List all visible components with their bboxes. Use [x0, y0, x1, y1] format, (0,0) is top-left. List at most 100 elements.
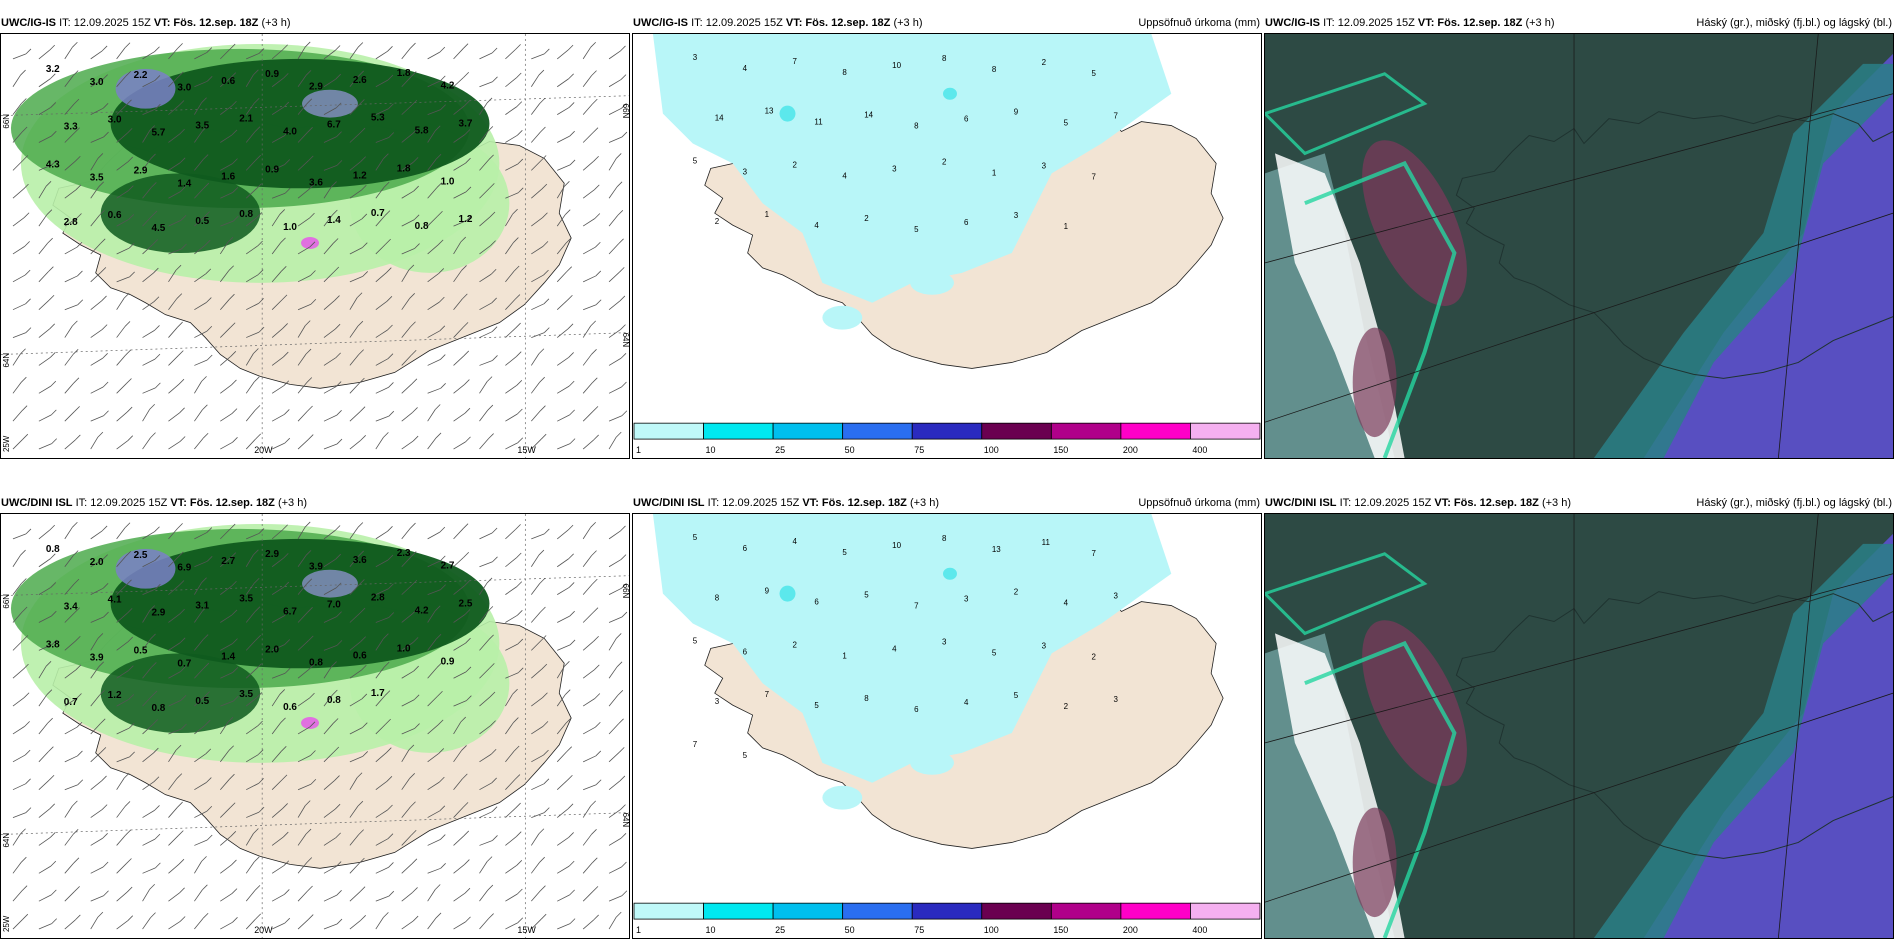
wind-barb-shaft [297, 755, 311, 763]
wind-barb-shaft [453, 270, 462, 283]
value-label: 0.9 [265, 69, 279, 80]
wind-barb-shaft [90, 809, 103, 818]
wind-barb-shaft [582, 46, 592, 60]
wind-barb-shaft [582, 354, 592, 366]
wind-barb-shaft [194, 667, 205, 679]
wind-barb [453, 580, 470, 595]
wind-barb-flag [440, 383, 446, 389]
lead-label: (+3 h) [909, 497, 940, 509]
wind-barb-flag [591, 550, 597, 556]
wind-barb-flag [383, 153, 389, 159]
wind-barb-shaft [38, 357, 51, 366]
wind-barb-flag [257, 269, 264, 275]
wind-barb-shaft [453, 750, 462, 763]
value-label: 5.3 [371, 113, 385, 124]
wind-barb [116, 751, 135, 763]
wind-barb-flag [439, 325, 446, 332]
wind-barb-shaft [12, 583, 22, 595]
wind-barb [531, 48, 550, 60]
wind-barb-shaft [349, 669, 362, 679]
wind-barb [220, 773, 235, 790]
wind-barb-flag [615, 911, 622, 918]
wind-barb-shaft [246, 811, 260, 818]
wind-barb-shaft [401, 412, 413, 422]
wind-barb-shaft [168, 133, 180, 143]
wind-barb [479, 404, 494, 422]
wind-barb-shaft [401, 584, 413, 595]
wind-barb-shaft [505, 192, 519, 199]
wind-barb-flag [595, 750, 602, 757]
wind-barb [142, 432, 156, 450]
wind-barb-flag [202, 634, 209, 640]
wind-barb-flag [72, 521, 78, 528]
wind-barb-shaft [401, 440, 414, 450]
wind-barb [168, 608, 185, 623]
wind-barb [505, 72, 522, 88]
wind-barb [271, 44, 288, 60]
wind-barb [219, 237, 234, 255]
wind-barb-flag [590, 41, 597, 48]
wind-barb-shaft [38, 186, 47, 199]
wind-barb-flag [544, 327, 550, 333]
wind-barb-flag [180, 214, 187, 221]
wind-barb-flag [257, 749, 264, 755]
wind-barb-shaft [401, 298, 411, 310]
wind-barb-flag [331, 661, 337, 667]
wind-barb-shaft [375, 79, 389, 88]
colorbar-swatch [772, 902, 844, 920]
wind-barb-flag [282, 803, 288, 809]
wind-barb-flag [77, 750, 83, 757]
wind-barb [479, 606, 494, 623]
panel-ig-is-precip: UWC/IG-IS IT: 12.09.2025 15Z VT: Fös. 12… [632, 13, 1262, 459]
value-label: 2.0 [265, 644, 279, 655]
wind-barb-flag [102, 554, 108, 560]
wind-barb-flag [357, 800, 364, 807]
wind-barb [245, 433, 262, 450]
precip-values: 5645108131178965732435621435323758645237… [693, 533, 1119, 760]
wind-barb [38, 860, 57, 874]
wind-barb-shaft [401, 613, 413, 623]
wind-barb-shaft [582, 189, 595, 199]
wind-barb-shaft [90, 837, 103, 846]
precip-value: 5 [914, 225, 919, 234]
wind-barb-shaft [220, 298, 230, 310]
wind-barb [271, 553, 289, 568]
wind-barb [401, 608, 418, 623]
wind-barb-shaft [453, 191, 467, 199]
colorbar-tick: 150 [1053, 925, 1068, 935]
wind-barb-flag [543, 778, 550, 785]
wind-barb-flag [438, 748, 445, 754]
wind-barb-flag [202, 912, 209, 919]
wind-barb [168, 157, 186, 171]
wind-barb-flag [50, 380, 57, 387]
wind-barb [453, 407, 471, 422]
wind-barb-shaft [271, 242, 281, 255]
wind-barb-shaft [582, 103, 593, 115]
wind-barb [168, 723, 187, 735]
wind-barb-flag [103, 410, 109, 417]
wind-barb-flag [621, 410, 628, 417]
value-label: 4.3 [46, 159, 60, 170]
wind-barb-flag [489, 663, 495, 669]
value-label: 1.8 [397, 163, 411, 174]
model-label: UWC/IG-IS [1265, 17, 1320, 29]
wind-barb [38, 832, 56, 846]
wind-barb-flag [440, 834, 446, 840]
wind-barb-shaft [323, 780, 335, 790]
wind-barb-flag [179, 407, 185, 414]
wind-barb [271, 294, 288, 310]
wind-barb-shaft [427, 301, 440, 311]
precip-value: 3 [693, 53, 698, 62]
wind-barb-flag [283, 860, 290, 866]
precip-value: 8 [914, 122, 919, 131]
wind-barb-flag [102, 833, 108, 839]
wind-barb-shaft [505, 49, 516, 60]
wind-barb-flag [125, 550, 132, 557]
wind-barb [297, 635, 314, 651]
wind-barb [349, 127, 366, 143]
wind-barb [194, 182, 210, 199]
wind-barb [64, 664, 82, 679]
wind-barb-shaft [401, 778, 411, 790]
wind-barb-shaft [453, 355, 465, 366]
wind-barb-shaft [220, 220, 234, 227]
